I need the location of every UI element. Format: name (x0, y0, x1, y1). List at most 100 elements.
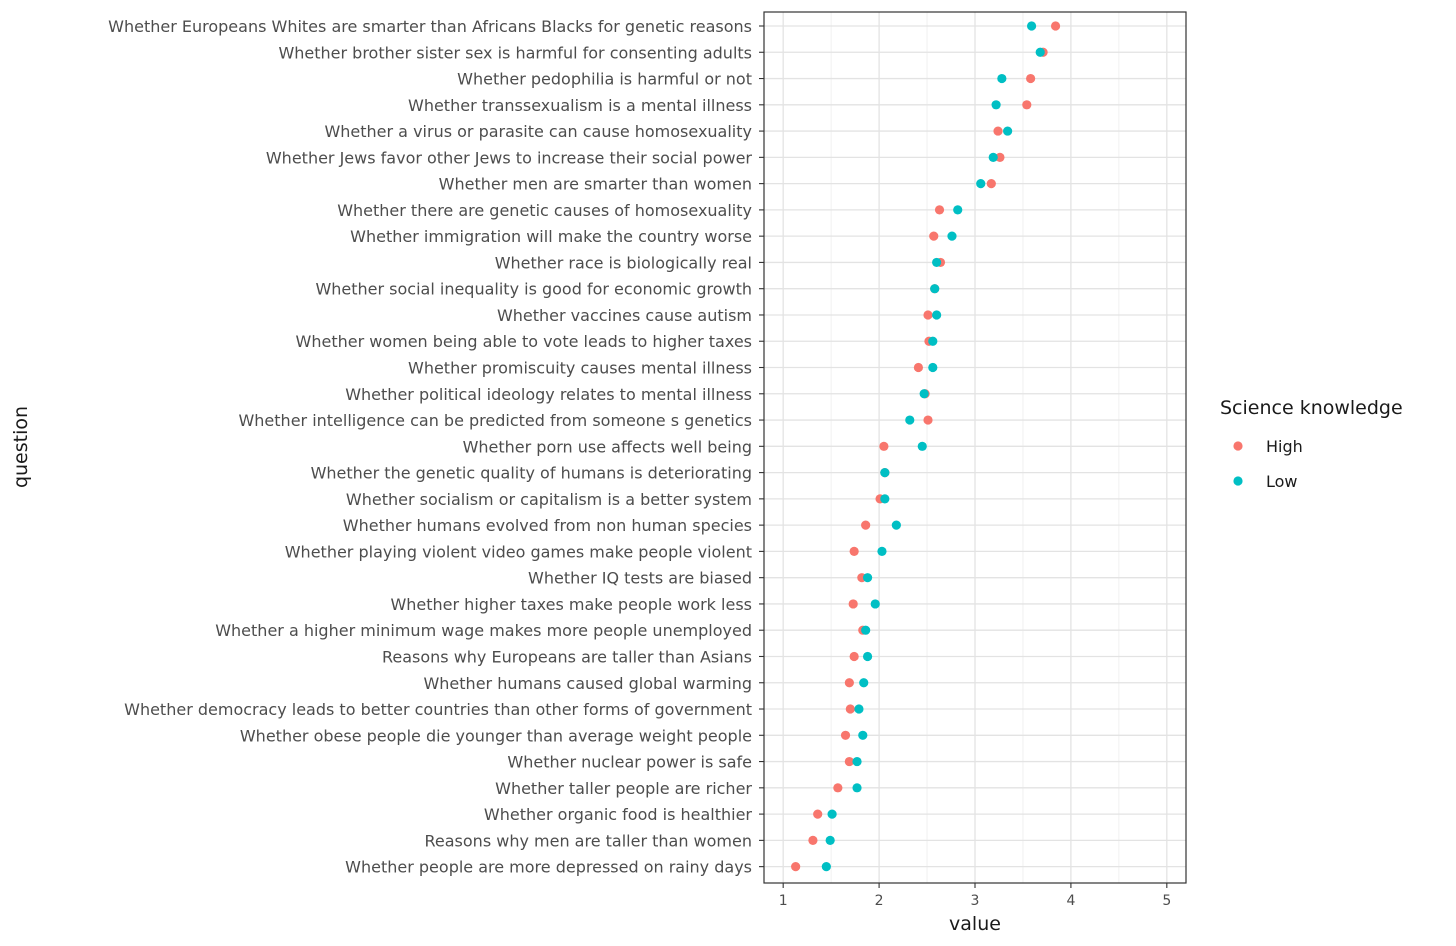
y-tick-label: Whether nuclear power is safe (507, 753, 752, 772)
x-axis-ticks: 1 2 3 4 5 (779, 883, 1171, 909)
data-point-low (905, 415, 915, 425)
y-tick-label: Whether a virus or parasite can cause ho… (324, 122, 752, 141)
y-tick-label: Whether Europeans Whites are smarter tha… (108, 17, 752, 36)
data-point-low (991, 100, 1001, 110)
data-point-low (821, 862, 831, 872)
data-point-low (1026, 21, 1037, 31)
data-point-high (833, 783, 843, 793)
data-point-high (861, 520, 871, 530)
legend-key-low (1233, 476, 1243, 486)
data-point-high (791, 862, 801, 872)
y-tick-label: Whether the genetic quality of humans is… (311, 464, 752, 483)
y-axis-title: question (10, 406, 32, 488)
y-tick-label: Whether women being able to vote leads t… (296, 332, 752, 351)
data-point-low (932, 310, 942, 320)
data-point-high (993, 126, 1003, 136)
data-point-high (1022, 100, 1032, 110)
data-point-high (913, 362, 924, 373)
x-tick-label: 1 (779, 893, 788, 909)
data-point-low (854, 704, 864, 714)
data-point-high (879, 441, 889, 451)
data-point-high (849, 546, 859, 557)
data-point-high (929, 231, 939, 241)
data-point-low (928, 336, 938, 346)
data-point-low (891, 520, 901, 530)
data-point-high (808, 835, 818, 845)
y-tick-label: Whether pedophilia is harmful or not (457, 70, 752, 89)
data-point-high (923, 415, 933, 425)
y-tick-label: Whether race is biologically real (495, 253, 752, 272)
y-tick-label: Reasons why Europeans are taller than As… (382, 647, 752, 666)
y-tick-label: Whether playing violent video games make… (285, 542, 752, 561)
data-point-low (859, 678, 869, 688)
data-point-low (1003, 126, 1013, 136)
legend-label-high: High (1266, 437, 1303, 456)
data-point-high (1050, 21, 1061, 31)
data-point-low (930, 284, 940, 294)
y-tick-label: Whether transsexualism is a mental illne… (408, 96, 752, 115)
data-point-low (877, 546, 887, 557)
data-point-high (813, 809, 823, 819)
data-point-low (880, 494, 890, 504)
y-tick-label: Whether promiscuity causes mental illnes… (408, 359, 752, 378)
data-point-low (997, 73, 1007, 84)
data-point-low (870, 599, 880, 609)
y-tick-label: Whether intelligence can be predicted fr… (238, 411, 752, 430)
data-point-low (852, 756, 862, 767)
data-point-high (844, 756, 854, 767)
y-tick-label: Whether humans caused global warming (423, 674, 752, 693)
x-axis-title: value (949, 913, 1001, 935)
y-tick-label: Whether people are more depressed on rai… (345, 858, 752, 877)
data-point-low (862, 651, 873, 662)
y-tick-label: Reasons why men are taller than women (425, 831, 753, 850)
data-point-high (849, 651, 859, 662)
data-point-high (923, 310, 933, 320)
x-tick-label: 3 (971, 893, 980, 909)
data-point-low (928, 362, 938, 373)
y-tick-label: Whether porn use affects well being (463, 437, 752, 456)
y-tick-label: Whether vaccines cause autism (497, 306, 752, 325)
data-point-low (827, 809, 837, 819)
data-point-low (1035, 47, 1045, 57)
y-tick-label: Whether brother sister sex is harmful fo… (278, 43, 752, 62)
data-point-low (917, 441, 927, 451)
data-point-high (995, 152, 1005, 162)
legend-items: High Low (1233, 437, 1303, 491)
data-point-high (1026, 73, 1036, 84)
data-point-low (988, 152, 998, 162)
y-tick-label: Whether a higher minimum wage makes more… (215, 621, 752, 640)
data-point-high (840, 730, 851, 740)
data-point-low (953, 205, 963, 215)
x-tick-label: 5 (1162, 893, 1171, 909)
data-point-low (825, 835, 835, 845)
y-tick-label: Whether IQ tests are biased (528, 569, 752, 588)
data-point-low (862, 573, 873, 583)
data-point-high (845, 704, 855, 714)
y-axis-ticks: Whether Europeans Whites are smarter tha… (108, 17, 764, 877)
data-point-low (932, 257, 942, 268)
data-point-low (852, 783, 862, 793)
data-point-low (880, 467, 890, 478)
data-point-low (976, 179, 986, 189)
data-point-low (947, 231, 957, 241)
x-tick-label: 4 (1066, 893, 1075, 909)
y-tick-label: Whether Jews favor other Jews to increas… (266, 148, 753, 167)
data-points (791, 21, 1061, 872)
data-point-low (919, 389, 929, 399)
data-point-high (986, 179, 996, 189)
y-tick-label: Whether obese people die younger than av… (240, 726, 752, 745)
y-tick-label: Whether taller people are richer (495, 779, 752, 798)
data-point-low (861, 625, 871, 635)
y-tick-label: Whether socialism or capitalism is a bet… (346, 490, 752, 509)
legend-key-high (1233, 441, 1243, 451)
y-tick-label: Whether organic food is healthier (484, 805, 753, 824)
legend: Science knowledge High Low (1220, 397, 1403, 491)
data-point-high (934, 205, 945, 215)
y-tick-label: Whether social inequality is good for ec… (315, 280, 752, 299)
y-tick-label: Whether humans evolved from non human sp… (343, 516, 752, 535)
data-point-low (858, 730, 868, 740)
grid-lines (764, 12, 1186, 883)
x-tick-label: 2 (875, 893, 884, 909)
y-tick-label: Whether immigration will make the countr… (350, 227, 752, 246)
